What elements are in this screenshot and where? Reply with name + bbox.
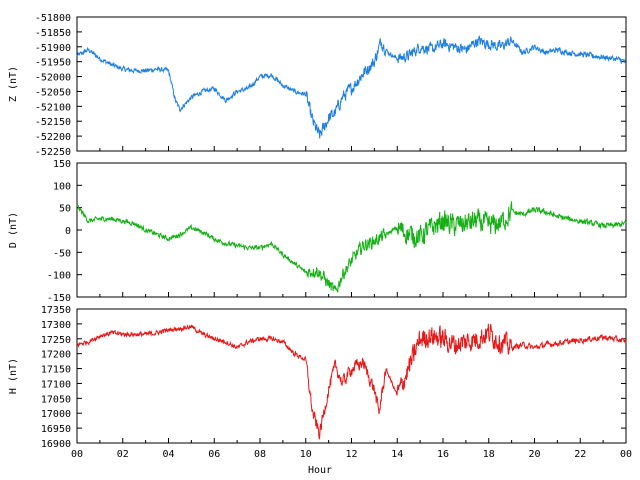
panel-h: 17350 17300 17250 17200 17150 17100 17050 17000… [8, 305, 632, 460]
y-tick-label-h: 16900 [41, 439, 71, 450]
series-line-h [76, 323, 627, 440]
y-tick-label-d: 100 [53, 181, 71, 192]
plot-frame-d [76, 162, 627, 298]
series-line-d [76, 201, 627, 293]
y-tick-label-h: 17300 [41, 320, 71, 331]
x-tick-label: 16 [437, 449, 449, 460]
y-tick-label-h: 16950 [41, 424, 71, 435]
y-axis-title-z: Z (nT) [8, 66, 19, 102]
y-axis-title-h: H (nT) [8, 358, 19, 394]
x-tick-label: 12 [345, 449, 357, 460]
y-tick-label-z: -52150 [35, 117, 71, 128]
panel-d: 150 100 50 0 -50 -100 -150 D (nT) [8, 159, 627, 304]
y-tick-label-d: -100 [47, 271, 71, 282]
x-tick-label: 00 [71, 449, 83, 460]
x-tick-label: 02 [117, 449, 129, 460]
panel-z: -51800 -51850 -51900 -51950 -52000 -52050 -521… [8, 13, 627, 158]
y-tick-label-z: -51800 [35, 13, 71, 24]
x-tick-label: 00 [620, 449, 632, 460]
y-tick-label-d: 0 [65, 226, 71, 237]
x-tick-label: 10 [300, 449, 312, 460]
y-tick-label-h: 17000 [41, 409, 71, 420]
y-tick-label-d: 50 [59, 204, 71, 215]
y-tick-label-h: 17200 [41, 350, 71, 361]
x-tick-label: 14 [391, 449, 403, 460]
y-axis-title-d: D (nT) [8, 212, 19, 248]
plot-frame-z [76, 16, 627, 152]
y-tick-label-h: 17250 [41, 335, 71, 346]
y-tick-label-z: -52250 [35, 147, 71, 158]
series-line-z [76, 35, 627, 139]
y-tick-label-h: 17350 [41, 305, 71, 316]
y-tick-label-z: -52100 [35, 102, 71, 113]
y-tick-label-z: -51850 [35, 28, 71, 39]
y-tick-label-z: -51900 [35, 43, 71, 54]
y-tick-label-h: 17050 [41, 394, 71, 405]
x-axis-title: Hour [308, 465, 332, 476]
y-tick-label-d: 150 [53, 159, 71, 170]
plot-frame-h [76, 308, 627, 444]
x-tick-label: 06 [208, 449, 220, 460]
x-tick-label: 08 [254, 449, 266, 460]
y-tick-label-z: -51950 [35, 58, 71, 69]
y-tick-label-z: -52050 [35, 87, 71, 98]
x-tick-label: 18 [483, 449, 495, 460]
y-tick-label-d: -50 [53, 248, 71, 259]
y-tick-label-h: 17150 [41, 365, 71, 376]
x-tick-label: 20 [528, 449, 540, 460]
y-tick-label-h: 17100 [41, 379, 71, 390]
y-tick-label-z: -52000 [35, 73, 71, 84]
y-tick-label-d: -150 [47, 293, 71, 304]
x-tick-label: 22 [574, 449, 586, 460]
x-tick-label: 04 [162, 449, 174, 460]
y-tick-label-z: -52200 [35, 132, 71, 143]
